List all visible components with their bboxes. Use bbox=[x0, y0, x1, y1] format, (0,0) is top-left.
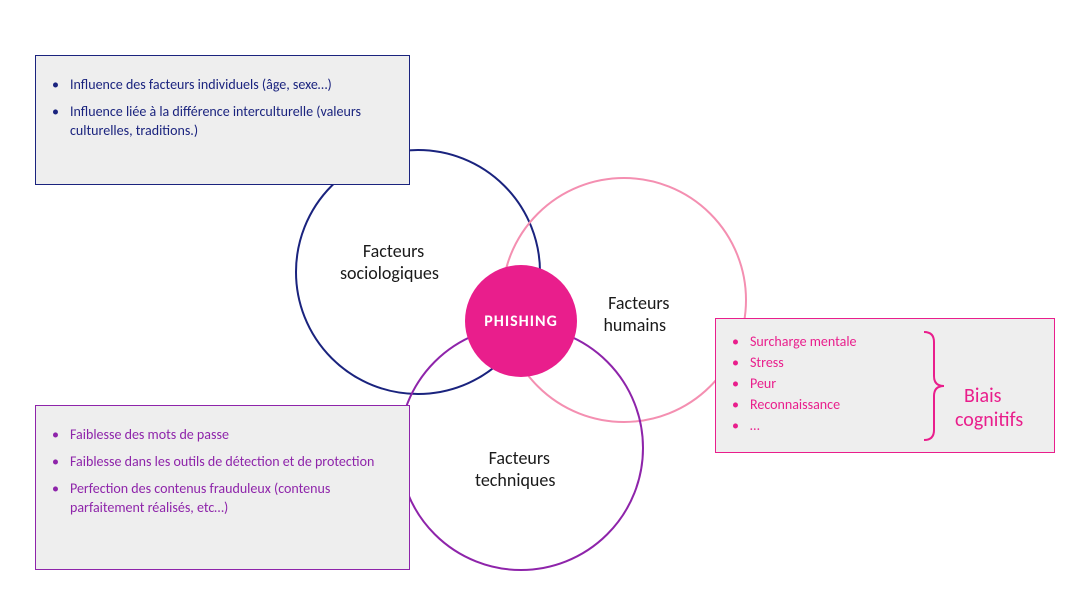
box-tech-item: Faiblesse des mots de passe bbox=[52, 426, 393, 445]
center-phishing: PHISHING bbox=[465, 265, 577, 377]
box-socio-item: Influence des facteurs individuels (âge,… bbox=[52, 76, 393, 95]
label-socio: Facteurssociologiques bbox=[340, 218, 439, 284]
center-phishing-label: PHISHING bbox=[484, 312, 558, 331]
box-socio-item: Influence liée à la différence intercult… bbox=[52, 103, 393, 141]
brace-label-text: Biaiscognitifs bbox=[955, 384, 1023, 432]
label-tech: Facteurstechniques bbox=[475, 425, 555, 491]
brace-label: Biaiscognitifs bbox=[955, 360, 1023, 432]
box-tech-list: Faiblesse des mots de passe Faiblesse dan… bbox=[52, 426, 393, 518]
box-tech-item: Faiblesse dans les outils de détection e… bbox=[52, 453, 393, 472]
box-tech: Faiblesse des mots de passe Faiblesse dan… bbox=[35, 405, 410, 570]
label-human-text: Facteurshumains bbox=[603, 292, 669, 336]
label-human: Facteurshumains bbox=[600, 270, 669, 336]
box-socio: Influence des facteurs individuels (âge,… bbox=[35, 55, 410, 185]
box-socio-list: Influence des facteurs individuels (âge,… bbox=[52, 76, 393, 141]
box-tech-item: Perfection des contenus frauduleux (cont… bbox=[52, 480, 393, 518]
brace-icon bbox=[920, 330, 950, 442]
label-socio-text: Facteurssociologiques bbox=[340, 240, 439, 284]
label-tech-text: Facteurstechniques bbox=[475, 447, 555, 491]
box-human-item: Surcharge mentale bbox=[732, 333, 1038, 352]
brace-path bbox=[924, 332, 944, 440]
